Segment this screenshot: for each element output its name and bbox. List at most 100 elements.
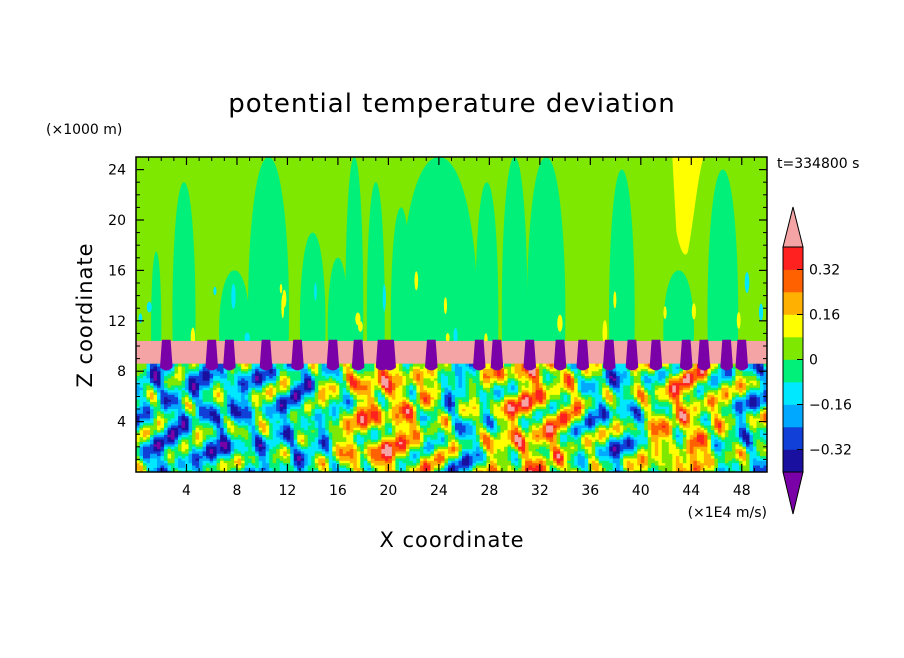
turbulence-cell-1875 [276,387,281,391]
turbulence-cell-3547 [405,457,411,461]
turbulence-cell-3105 [370,415,375,419]
turbulence-cell-3119 [370,382,375,386]
turbulence-cell-2296 [307,370,312,374]
turbulence-cell-327 [160,457,165,461]
turbulence-cell-2642 [335,422,340,426]
turbulence-cell-4927 [511,457,516,461]
turbulence-cell-2770 [346,446,351,450]
turbulence-cell-209 [150,410,155,414]
turbulence-cell-155 [146,429,151,433]
turbulence-cell-3769 [419,368,425,372]
turbulence-cell-1696 [262,375,267,379]
turbulence-cell-3833 [426,434,432,438]
turbulence-cell-868 [199,375,204,379]
turbulence-cell-3064 [367,403,372,407]
turbulence-cell-4264 [458,394,463,398]
turbulence-cell-3978 [437,417,442,421]
turbulence-cell-3112 [370,398,375,402]
turbulence-cell-1232 [227,384,232,388]
turbulence-cell-2888 [353,384,358,388]
turbulence-cell-2684 [339,431,344,435]
turbulence-cell-4818 [500,389,505,393]
turbulence-cell-1395 [241,434,246,438]
turbulence-cell-2352 [314,455,319,459]
turbulence-cell-1440 [244,436,249,440]
turbulence-cell-4001 [437,363,442,367]
turbulence-cell-640 [181,370,186,374]
turbulence-cell-1978 [286,469,291,472]
turbulence-cell-4034 [440,394,446,398]
turbulence-cell-4763 [497,410,502,414]
turbulence-cell-4251 [458,424,463,428]
turbulence-cell-4144 [451,460,456,464]
turbulence-cell-3704 [416,413,421,417]
turbulence-cell-1993 [286,434,291,438]
turbulence-cell-2887 [353,387,358,391]
turbulence-cell-4699 [493,453,498,457]
turbulence-cell-3655 [412,420,418,424]
turbulence-cell-3979 [437,415,442,419]
turbulence-cell-2431 [318,377,323,381]
turbulence-cell-3784 [423,441,428,445]
turbulence-cell-3544 [405,464,411,468]
turbulence-cell-742 [192,455,197,459]
turbulence-cell-871 [199,368,204,372]
turbulence-cell-1073 [216,434,221,438]
turbulence-cell-3694 [416,436,421,440]
turbulence-cell-778 [192,370,197,374]
turbulence-cell-3648 [412,436,418,440]
turbulence-cell-482 [171,417,176,421]
turbulence-cell-3864 [430,469,435,472]
turbulence-cell-4842 [504,441,509,445]
turbulence-cell-1361 [237,406,242,409]
turbulence-cell-33 [136,391,141,395]
turbulence-cell-87 [139,373,144,377]
turbulence-cell-706 [188,431,193,435]
turbulence-cell-3901 [430,382,435,386]
plume-cold-10 [475,182,499,341]
turbulence-cell-40 [136,375,141,379]
turbulence-cell-4389 [469,424,474,428]
turbulence-cell-2966 [360,417,365,421]
turbulence-cell-1631 [258,420,263,424]
turbulence-cell-3509 [402,439,407,442]
turbulence-cell-1781 [269,391,274,395]
turbulence-cell-2260 [307,455,312,459]
turbulence-cell-4550 [479,370,484,374]
turbulence-cell-3767 [419,373,425,377]
turbulence-cell-4212 [455,408,460,412]
turbulence-cell-1381 [241,467,246,471]
turbulence-cell-420 [167,455,172,459]
turbulence-cell-4373 [469,462,474,466]
turbulence-cell-4634 [486,389,491,393]
turbulence-cell-2995 [363,457,368,461]
turbulence-cell-3669 [412,387,418,391]
turbulence-cell-3966 [437,446,442,450]
turbulence-cell-1008 [209,370,214,374]
turbulence-cell-3743 [419,429,425,433]
turbulence-cell-3420 [395,431,400,435]
turbulence-cell-4301 [462,415,467,419]
turbulence-cell-3155 [374,406,379,409]
turbulence-cell-4652 [490,455,495,459]
turbulence-cell-1172 [223,417,228,421]
turbulence-cell-1118 [220,436,225,440]
turbulence-cell-648 [185,460,190,464]
turbulence-cell-2175 [300,439,305,442]
turbulence-cell-2741 [342,406,347,409]
turbulence-cell-2079 [293,448,298,452]
turbulence-cell-1082 [216,413,221,417]
turbulence-cell-4722 [493,398,498,402]
turbulence-cell-654 [185,446,190,450]
turbulence-cell-2342 [311,370,316,374]
turbulence-cell-1310 [234,417,239,421]
turbulence-cell-4074 [444,408,449,412]
turbulence-cell-1812 [272,427,277,431]
turbulence-cell-1410 [241,398,246,402]
turbulence-cell-4904 [507,403,512,407]
turbulence-cell-3279 [384,439,389,442]
turbulence-cell-658 [185,436,190,440]
turbulence-cell-4805 [500,420,505,424]
turbulence-cell-2496 [325,441,330,445]
turbulence-cell-80 [139,389,144,393]
